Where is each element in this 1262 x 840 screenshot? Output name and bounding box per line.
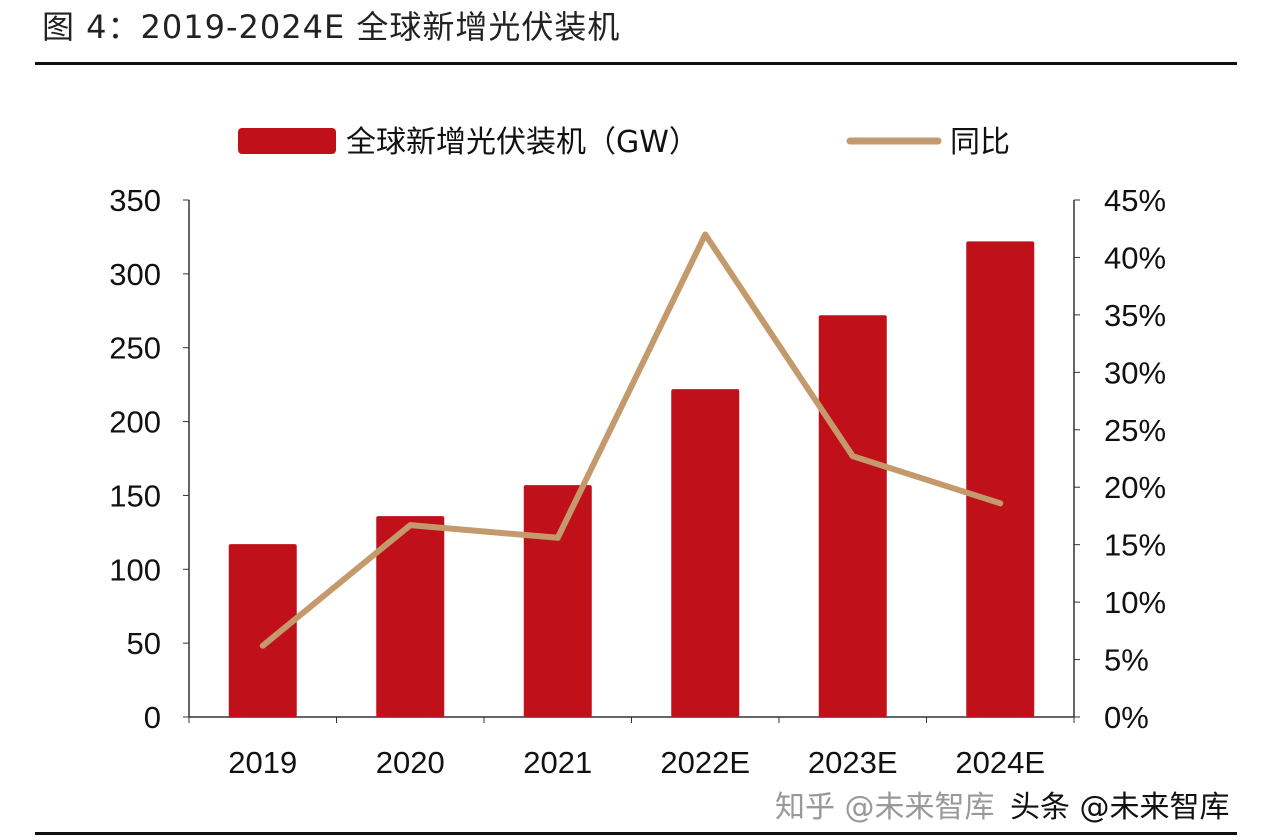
bar-2022E [671, 389, 740, 717]
left-tick-label: 300 [109, 257, 161, 292]
legend-bar-swatch [238, 128, 336, 154]
top-rule [35, 62, 1237, 65]
right-tick-label: 10% [1104, 585, 1166, 620]
x-tick-label: 2019 [228, 745, 297, 780]
right-tick-label: 25% [1104, 413, 1166, 448]
legend-line-label: 同比 [950, 125, 1010, 160]
right-tick-label: 30% [1104, 355, 1166, 390]
watermark-zhihu: 知乎 @未来智库 [775, 790, 995, 825]
x-tick-label: 2024E [955, 745, 1045, 780]
left-tick-label: 150 [109, 478, 161, 513]
left-tick-label: 0 [144, 700, 161, 735]
x-tick-label: 2022E [660, 745, 750, 780]
left-tick-label: 50 [127, 626, 161, 661]
right-tick-label: 35% [1104, 298, 1166, 333]
left-tick-label: 100 [109, 552, 161, 587]
bar-2023E [818, 315, 887, 717]
yoy-line [259, 231, 1004, 649]
x-tick-label: 2021 [523, 745, 592, 780]
right-tick-label: 20% [1104, 470, 1166, 505]
figure-title: 图 4：2019-2024E 全球新增光伏装机 [42, 8, 621, 46]
right-tick-label: 5% [1104, 643, 1149, 678]
bottom-rule [35, 832, 1237, 835]
right-tick-label: 45% [1104, 183, 1166, 218]
bar-2020 [376, 516, 445, 717]
left-tick-label: 350 [109, 183, 161, 218]
legend-bar-label: 全球新增光伏装机（GW） [346, 125, 699, 160]
x-tick-label: 2023E [808, 745, 898, 780]
x-tick-label: 2020 [376, 745, 445, 780]
bar-2024E [966, 241, 1035, 718]
right-tick-label: 15% [1104, 528, 1166, 563]
left-tick-label: 200 [109, 405, 161, 440]
left-tick-label: 250 [109, 331, 161, 366]
watermark-toutiao: 头条 @未来智库 [1010, 790, 1230, 825]
right-tick-label: 40% [1104, 240, 1166, 275]
bar-2021 [523, 485, 592, 717]
bar-2019 [228, 544, 297, 717]
right-tick-label: 0% [1104, 700, 1149, 735]
